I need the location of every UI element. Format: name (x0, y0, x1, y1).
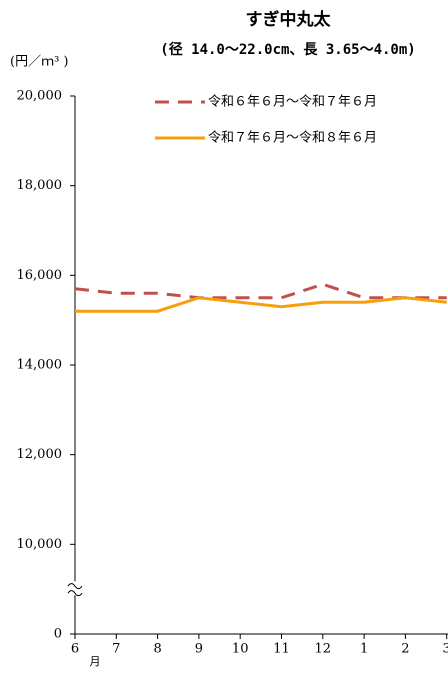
y-tick-label: 14,000 (17, 358, 63, 373)
x-tick-label: 3 (443, 642, 448, 657)
y-tick-label: 10,000 (17, 537, 63, 552)
x-tick-label: 10 (232, 642, 249, 657)
x-tick-label: 2 (401, 642, 409, 657)
chart-subtitle: (径 14.0～22.0cm、長 3.65～4.0m) (160, 41, 415, 58)
x-tick-label: 11 (273, 642, 290, 657)
y-tick-label: 18,000 (17, 178, 63, 193)
x-tick-label: 7 (112, 642, 120, 657)
x-tick-label: 12 (315, 642, 332, 657)
y-tick-label: 20,000 (17, 89, 63, 104)
x-tick-label: 1 (360, 642, 368, 657)
x-unit-label: 月 (90, 655, 101, 668)
y-tick-label: 0 (54, 627, 62, 642)
axis-break-mask (67, 581, 83, 596)
y-tick-label: 16,000 (17, 268, 63, 283)
series-line (75, 296, 447, 313)
legend-label: 令和７年６月～令和８年６月 (208, 131, 377, 146)
chart-title: すぎ中丸太 (246, 9, 332, 30)
legend-label: 令和６年６月～令和７年６月 (208, 95, 377, 110)
y-axis-label: (円／ｍ³ ) (10, 55, 69, 70)
x-tick-label: 8 (153, 642, 161, 657)
series-line (74, 282, 447, 300)
y-tick-label: 12,000 (17, 447, 63, 462)
x-tick-label: 6 (71, 642, 79, 657)
x-tick-label: 9 (195, 642, 203, 657)
axis-break (67, 583, 83, 597)
